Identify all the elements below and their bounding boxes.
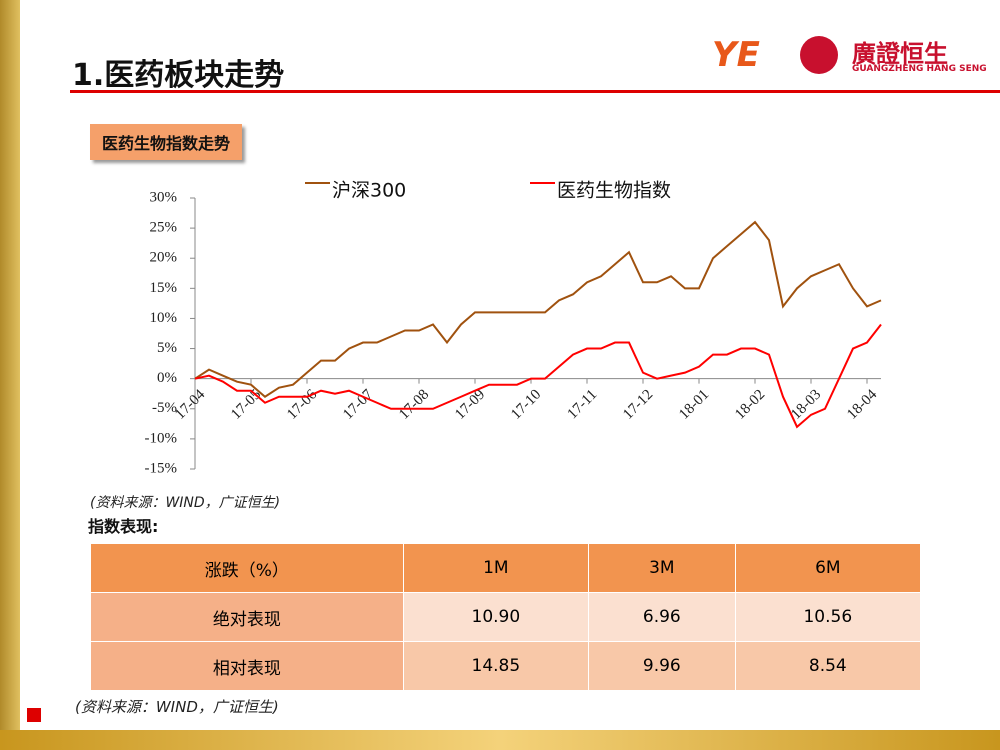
table-cell: 9.96 <box>588 641 736 691</box>
y-tick-label: 0% <box>157 370 177 386</box>
table-cell: 1M <box>402 543 590 593</box>
x-tick-label: 17-08 <box>396 387 432 423</box>
y-tick-label: 20% <box>150 250 178 266</box>
y-tick-label: 25% <box>150 220 178 236</box>
y-tick-label: 10% <box>150 310 178 326</box>
table: 涨跌（%） 1M 3M 6M 绝对表现 10.90 6.96 10.56 相对表现 14.85 9.… <box>90 543 922 691</box>
table-cell: 相对表现 <box>90 641 404 691</box>
y-tick-label: 15% <box>150 280 178 296</box>
table-row: 绝对表现 10.90 6.96 10.56 <box>90 592 922 642</box>
table-title: 指数表现: <box>88 517 159 536</box>
logo-mark: YE <box>712 35 760 75</box>
table-row: 涨跌（%） 1M 3M 6M <box>90 543 922 593</box>
section-label: 医药生物指数走势 <box>90 124 243 160</box>
x-tick-label: 18-04 <box>844 386 880 422</box>
table-cell: 3M <box>588 543 736 593</box>
logo-sub: GUANGZHENG HANG SENG <box>852 64 987 74</box>
x-tick-label: 17-04 <box>172 386 208 422</box>
logo-circle <box>800 36 838 74</box>
x-tick-label: 18-01 <box>676 387 712 423</box>
left-bar <box>0 0 20 750</box>
title-rule <box>70 90 1000 93</box>
logo-name: 廣證恒生 <box>852 40 948 68</box>
y-tick-label: -15% <box>145 460 178 476</box>
chart-source: (资料来源：WIND，广证恒生) <box>90 495 281 511</box>
x-tick-label: 17-12 <box>620 387 656 423</box>
slide-title: 1.医药板块走势 <box>72 58 285 93</box>
table-row: 相对表现 14.85 9.96 8.54 <box>90 641 922 691</box>
y-tick-label: -5% <box>152 400 177 416</box>
x-tick-label: 17-11 <box>565 387 601 423</box>
table-cell: 6.96 <box>588 592 736 642</box>
series-line <box>194 323 882 429</box>
table-cell: 涨跌（%） <box>90 543 404 593</box>
y-tick-label: 30% <box>150 189 178 205</box>
table-cell: 10.56 <box>734 592 922 642</box>
bottom-bar <box>0 730 1000 750</box>
series-line <box>194 220 882 398</box>
x-tick-label: 18-02 <box>732 387 768 423</box>
table-cell: 10.90 <box>402 592 590 642</box>
table-cell: 绝对表现 <box>90 592 404 642</box>
legend-label: 沪深300 <box>332 180 406 202</box>
table-cell: 14.85 <box>402 641 590 691</box>
x-tick-label: 17-06 <box>284 386 320 422</box>
table-cell: 8.54 <box>734 641 922 691</box>
x-tick-label: 17-10 <box>508 387 544 423</box>
table-cell: 6M <box>734 543 922 593</box>
chart: 30%25%20%15%10%5%0%-5%-10%-15%17-04 17-05… <box>145 180 882 476</box>
y-tick-label: -10% <box>145 430 178 446</box>
legend-label: 医药生物指数 <box>557 180 671 202</box>
table-source: (资料来源：WIND，广证恒生) <box>75 698 279 716</box>
y-tick-label: 5% <box>157 340 177 356</box>
corner-square <box>27 708 41 722</box>
